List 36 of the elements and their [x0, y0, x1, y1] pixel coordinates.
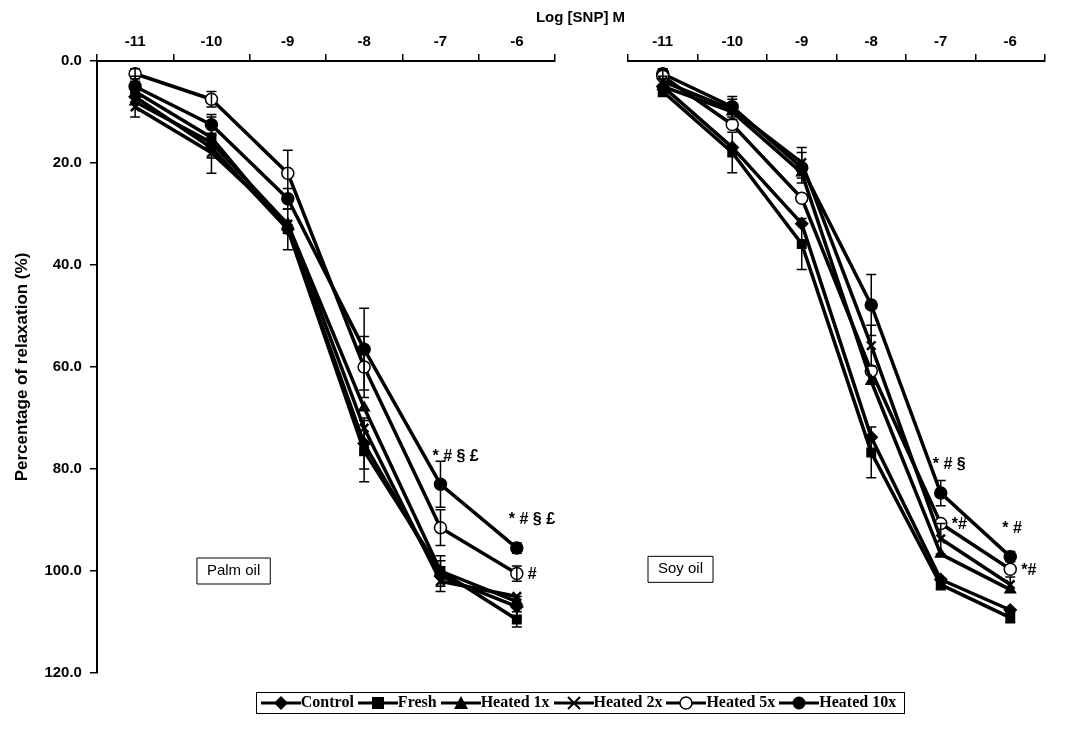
y-tick-label: 100.0: [44, 561, 82, 579]
y-tick-label: 40.0: [52, 255, 82, 273]
legend-label: Heated 2x: [593, 693, 663, 710]
y-tick-label: 20.0: [52, 153, 82, 171]
x-tick-label: -6: [510, 32, 524, 50]
y-tick-label: 120.0: [44, 663, 82, 681]
x-tick-label: -7: [934, 32, 948, 50]
annotation: Soy oil: [658, 559, 704, 577]
y-axis-title: Percentage of relaxation (%): [11, 252, 31, 482]
x-tick-label: -7: [433, 32, 448, 50]
annotation: * # §: [932, 455, 966, 473]
annotation: *#: [1021, 560, 1037, 578]
x-tick-label: -11: [652, 32, 674, 50]
x-tick-label: -10: [721, 32, 744, 50]
x-axis-title: Log [SNP] M: [534, 8, 627, 27]
x-tick-label: -8: [357, 32, 371, 50]
y-tick-label: 0.0: [61, 51, 82, 69]
annotation: * # § £: [432, 446, 479, 464]
legend-label: Heated 10x: [819, 693, 897, 710]
x-tick-label: -8: [864, 32, 878, 50]
annotation: * # § £: [508, 510, 556, 528]
legend-label: Fresh: [397, 693, 437, 710]
x-tick-label: -9: [795, 32, 809, 50]
y-tick-label: 60.0: [52, 357, 82, 375]
y-tick-label: 80.0: [52, 459, 82, 477]
annotation: *#: [951, 514, 967, 532]
x-tick-label: -9: [281, 32, 295, 50]
legend-label: Control: [300, 693, 354, 710]
legend-label: Heated 1x: [480, 693, 550, 710]
annotation: * #: [1002, 519, 1022, 537]
x-tick-label: -11: [124, 32, 146, 50]
annotation: #: [527, 564, 537, 582]
legend-label: Heated 5x: [706, 693, 776, 710]
annotation: Palm oil: [206, 561, 261, 579]
x-tick-label: -10: [200, 32, 223, 50]
x-tick-label: -6: [1003, 32, 1017, 50]
